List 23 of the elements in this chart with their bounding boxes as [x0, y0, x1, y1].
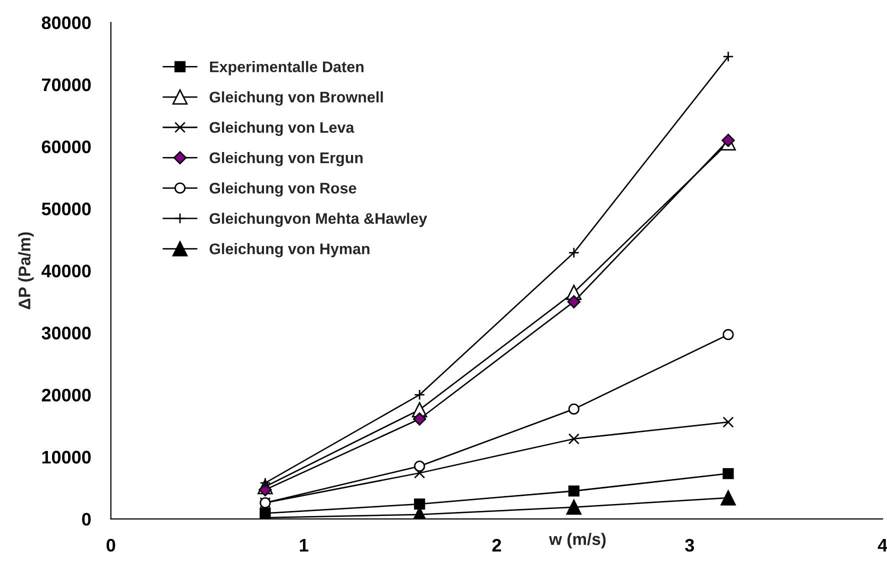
- y-tick-label: 40000: [42, 264, 91, 278]
- x-tick-label: 2: [492, 538, 502, 552]
- y-axis-title: ΔP (Pa/m): [18, 232, 34, 310]
- y-tick-label: 50000: [42, 202, 91, 216]
- y-tick-label: 80000: [42, 16, 91, 30]
- legend-label: Gleichung von Rose: [210, 182, 356, 197]
- legend-label: Experimentalle Daten: [210, 61, 364, 76]
- x-axis-title: w (m/s): [548, 532, 606, 548]
- y-tick-label: 0: [82, 512, 91, 526]
- y-tick-label: 70000: [42, 78, 91, 92]
- legend-label: Gleichung von Ergun: [210, 152, 363, 166]
- y-tick-label: 20000: [42, 388, 91, 402]
- legend-label: Gleichung von Leva: [210, 122, 354, 136]
- x-tick-label: 1: [300, 539, 308, 552]
- y-tick-label: 10000: [42, 450, 91, 464]
- x-tick-label: 0: [106, 538, 116, 552]
- y-tick-label: 60000: [42, 140, 91, 154]
- y-tick-label: 30000: [42, 326, 91, 340]
- x-tick-label: 3: [685, 538, 694, 552]
- legend-label: Gleichung von Brownell: [210, 91, 383, 106]
- legend-label: Gleichung von Hyman: [210, 243, 370, 258]
- legend-label: Gleichungvon Mehta &Hawley: [210, 212, 428, 228]
- x-tick-label: 4: [878, 539, 887, 552]
